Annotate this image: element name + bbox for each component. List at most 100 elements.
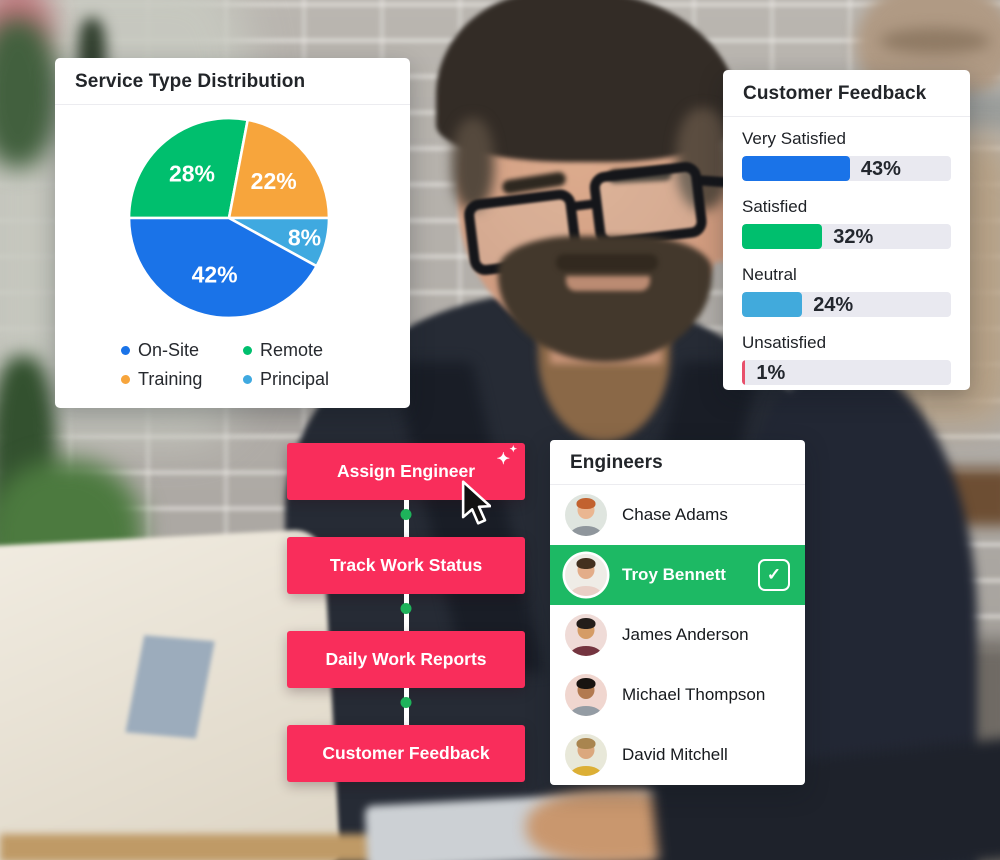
hat-band [880, 28, 990, 54]
legend-label: Training [138, 369, 203, 389]
avatar-body [570, 646, 602, 656]
legend-label: Remote [260, 340, 324, 360]
engineers-list: Chase Adams Troy Bennett ✓ James Anderson Mi… [550, 485, 805, 785]
customer-feedback-card: Customer Feedback Very Satisfied 43% Satis… [723, 70, 970, 390]
engineer-avatar [565, 554, 607, 596]
feedback-label: Very Satisfied [742, 129, 846, 148]
engineer-name: Troy Bennett [622, 565, 726, 584]
pie-legend: On-Site Remote Training Principal [121, 340, 329, 390]
engineers-card-header: Engineers [550, 440, 805, 485]
pie-chart: 28% 22% 8% 42% [127, 116, 331, 320]
feedback-bar-fill [742, 292, 803, 317]
legend-dot [121, 375, 130, 384]
legend-label: On-Site [138, 340, 200, 360]
avatar-hair [576, 678, 596, 689]
timeline-connector [400, 594, 412, 631]
avatar-body [570, 706, 602, 716]
engineers-card: Engineers Chase Adams Troy Bennett ✓ James … [550, 440, 805, 785]
service-type-card-header: Service Type Distribution [55, 58, 410, 105]
feedback-bar-fill [742, 360, 746, 385]
engineer-row-james-anderson[interactable]: James Anderson [550, 605, 805, 665]
engineer-name: James Anderson [622, 625, 749, 644]
engineer-avatar [565, 494, 607, 536]
engineer-row-troy-bennett[interactable]: Troy Bennett ✓ [550, 545, 805, 605]
engineer-avatar [565, 614, 607, 656]
person-hair [452, 118, 494, 210]
pie-slice-value: 28% [169, 160, 215, 186]
cursor-icon [461, 480, 491, 525]
person-mouth [566, 276, 650, 291]
feedback-group-neutral: Neutral 24% [742, 265, 951, 317]
sparkle-icon-small: ✦ [509, 444, 517, 454]
timeline-connector [400, 500, 412, 537]
engineer-name: David Mitchell [622, 745, 728, 764]
engineer-row-michael-thompson[interactable]: Michael Thompson [550, 665, 805, 725]
avatar-body [570, 766, 602, 776]
timeline-dot [400, 509, 412, 520]
timeline-dot [400, 697, 412, 708]
action-button-customer-feedback[interactable]: Customer Feedback [287, 725, 525, 782]
feedback-bar-track: 1% [742, 360, 951, 385]
engineer-name: Michael Thompson [622, 685, 766, 704]
action-menu: Assign Engineer ✦ ✦ Track Work Status Daily … [287, 443, 525, 782]
feedback-label: Neutral [742, 265, 797, 284]
action-button-label: Track Work Status [329, 555, 483, 575]
action-button-label: Assign Engineer [336, 461, 476, 481]
timeline-connector [400, 688, 412, 725]
engineer-row-david-mitchell[interactable]: David Mitchell [550, 725, 805, 785]
engineer-avatar [565, 734, 607, 776]
checkbox-checked[interactable]: ✓ [758, 559, 790, 591]
sparkle-icon: ✦ ✦ [496, 444, 517, 468]
feedback-bar-value: 1% [756, 361, 786, 384]
pie-slice-value: 8% [288, 224, 321, 250]
service-type-card: Service Type Distribution 28% 22% 8% 42% On… [55, 58, 410, 408]
avatar-hair [576, 738, 596, 749]
legend-label: Principal [260, 369, 330, 389]
feedback-bar-track: 32% [742, 224, 951, 249]
feedback-group-very-satisfied: Very Satisfied 43% [742, 129, 951, 181]
pie-slice-value: 22% [251, 168, 297, 194]
action-button-assign-engineer[interactable]: Assign Engineer ✦ ✦ [287, 443, 525, 500]
timeline-dot [400, 603, 412, 614]
wooden-table [0, 834, 430, 860]
customer-feedback-card-header: Customer Feedback [723, 70, 970, 117]
legend-item-on-site: On-Site [121, 340, 243, 361]
feedback-bar-value: 32% [833, 225, 874, 248]
action-button-label: Daily Work Reports [325, 649, 487, 669]
action-button-daily-work-reports[interactable]: Daily Work Reports [287, 631, 525, 688]
feedback-bars: Very Satisfied 43% Satisfied 32% Neutral 24% U… [723, 117, 970, 385]
action-button-track-work-status[interactable]: Track Work Status [287, 537, 525, 594]
feedback-group-satisfied: Satisfied 32% [742, 197, 951, 249]
feedback-bar-track: 24% [742, 292, 951, 317]
checkmark-icon: ✓ [766, 565, 782, 584]
legend-item-training: Training [121, 369, 243, 390]
person-hair [676, 108, 730, 210]
legend-dot [243, 346, 252, 355]
avatar-body [570, 526, 602, 536]
legend-dot [243, 375, 252, 384]
feedback-bar-track: 43% [742, 156, 951, 181]
engineer-name: Chase Adams [622, 505, 728, 524]
avatar-hair [576, 618, 596, 629]
engineer-avatar [565, 674, 607, 716]
customer-feedback-title: Customer Feedback [743, 83, 927, 104]
pie-slice-value: 42% [192, 261, 238, 287]
engineer-row-chase-adams[interactable]: Chase Adams [550, 485, 805, 545]
avatar-hair [576, 558, 596, 569]
pie-slice-remote [127, 116, 249, 220]
person-mustache [556, 254, 658, 271]
feedback-bar-value: 43% [860, 157, 901, 180]
pie-slice-training [227, 118, 331, 220]
engineers-title: Engineers [570, 452, 663, 473]
feedback-label: Unsatisfied [742, 333, 827, 352]
feedback-bar-fill [742, 224, 823, 249]
legend-item-principal: Principal [243, 369, 329, 390]
action-button-label: Customer Feedback [322, 743, 490, 763]
pie-slice-on-site [127, 216, 318, 320]
plant [0, 18, 58, 168]
feedback-group-unsatisfied: Unsatisfied 1% [742, 333, 951, 385]
legend-dot [121, 346, 130, 355]
feedback-bar-value: 24% [813, 293, 854, 316]
service-type-title: Service Type Distribution [75, 71, 306, 92]
